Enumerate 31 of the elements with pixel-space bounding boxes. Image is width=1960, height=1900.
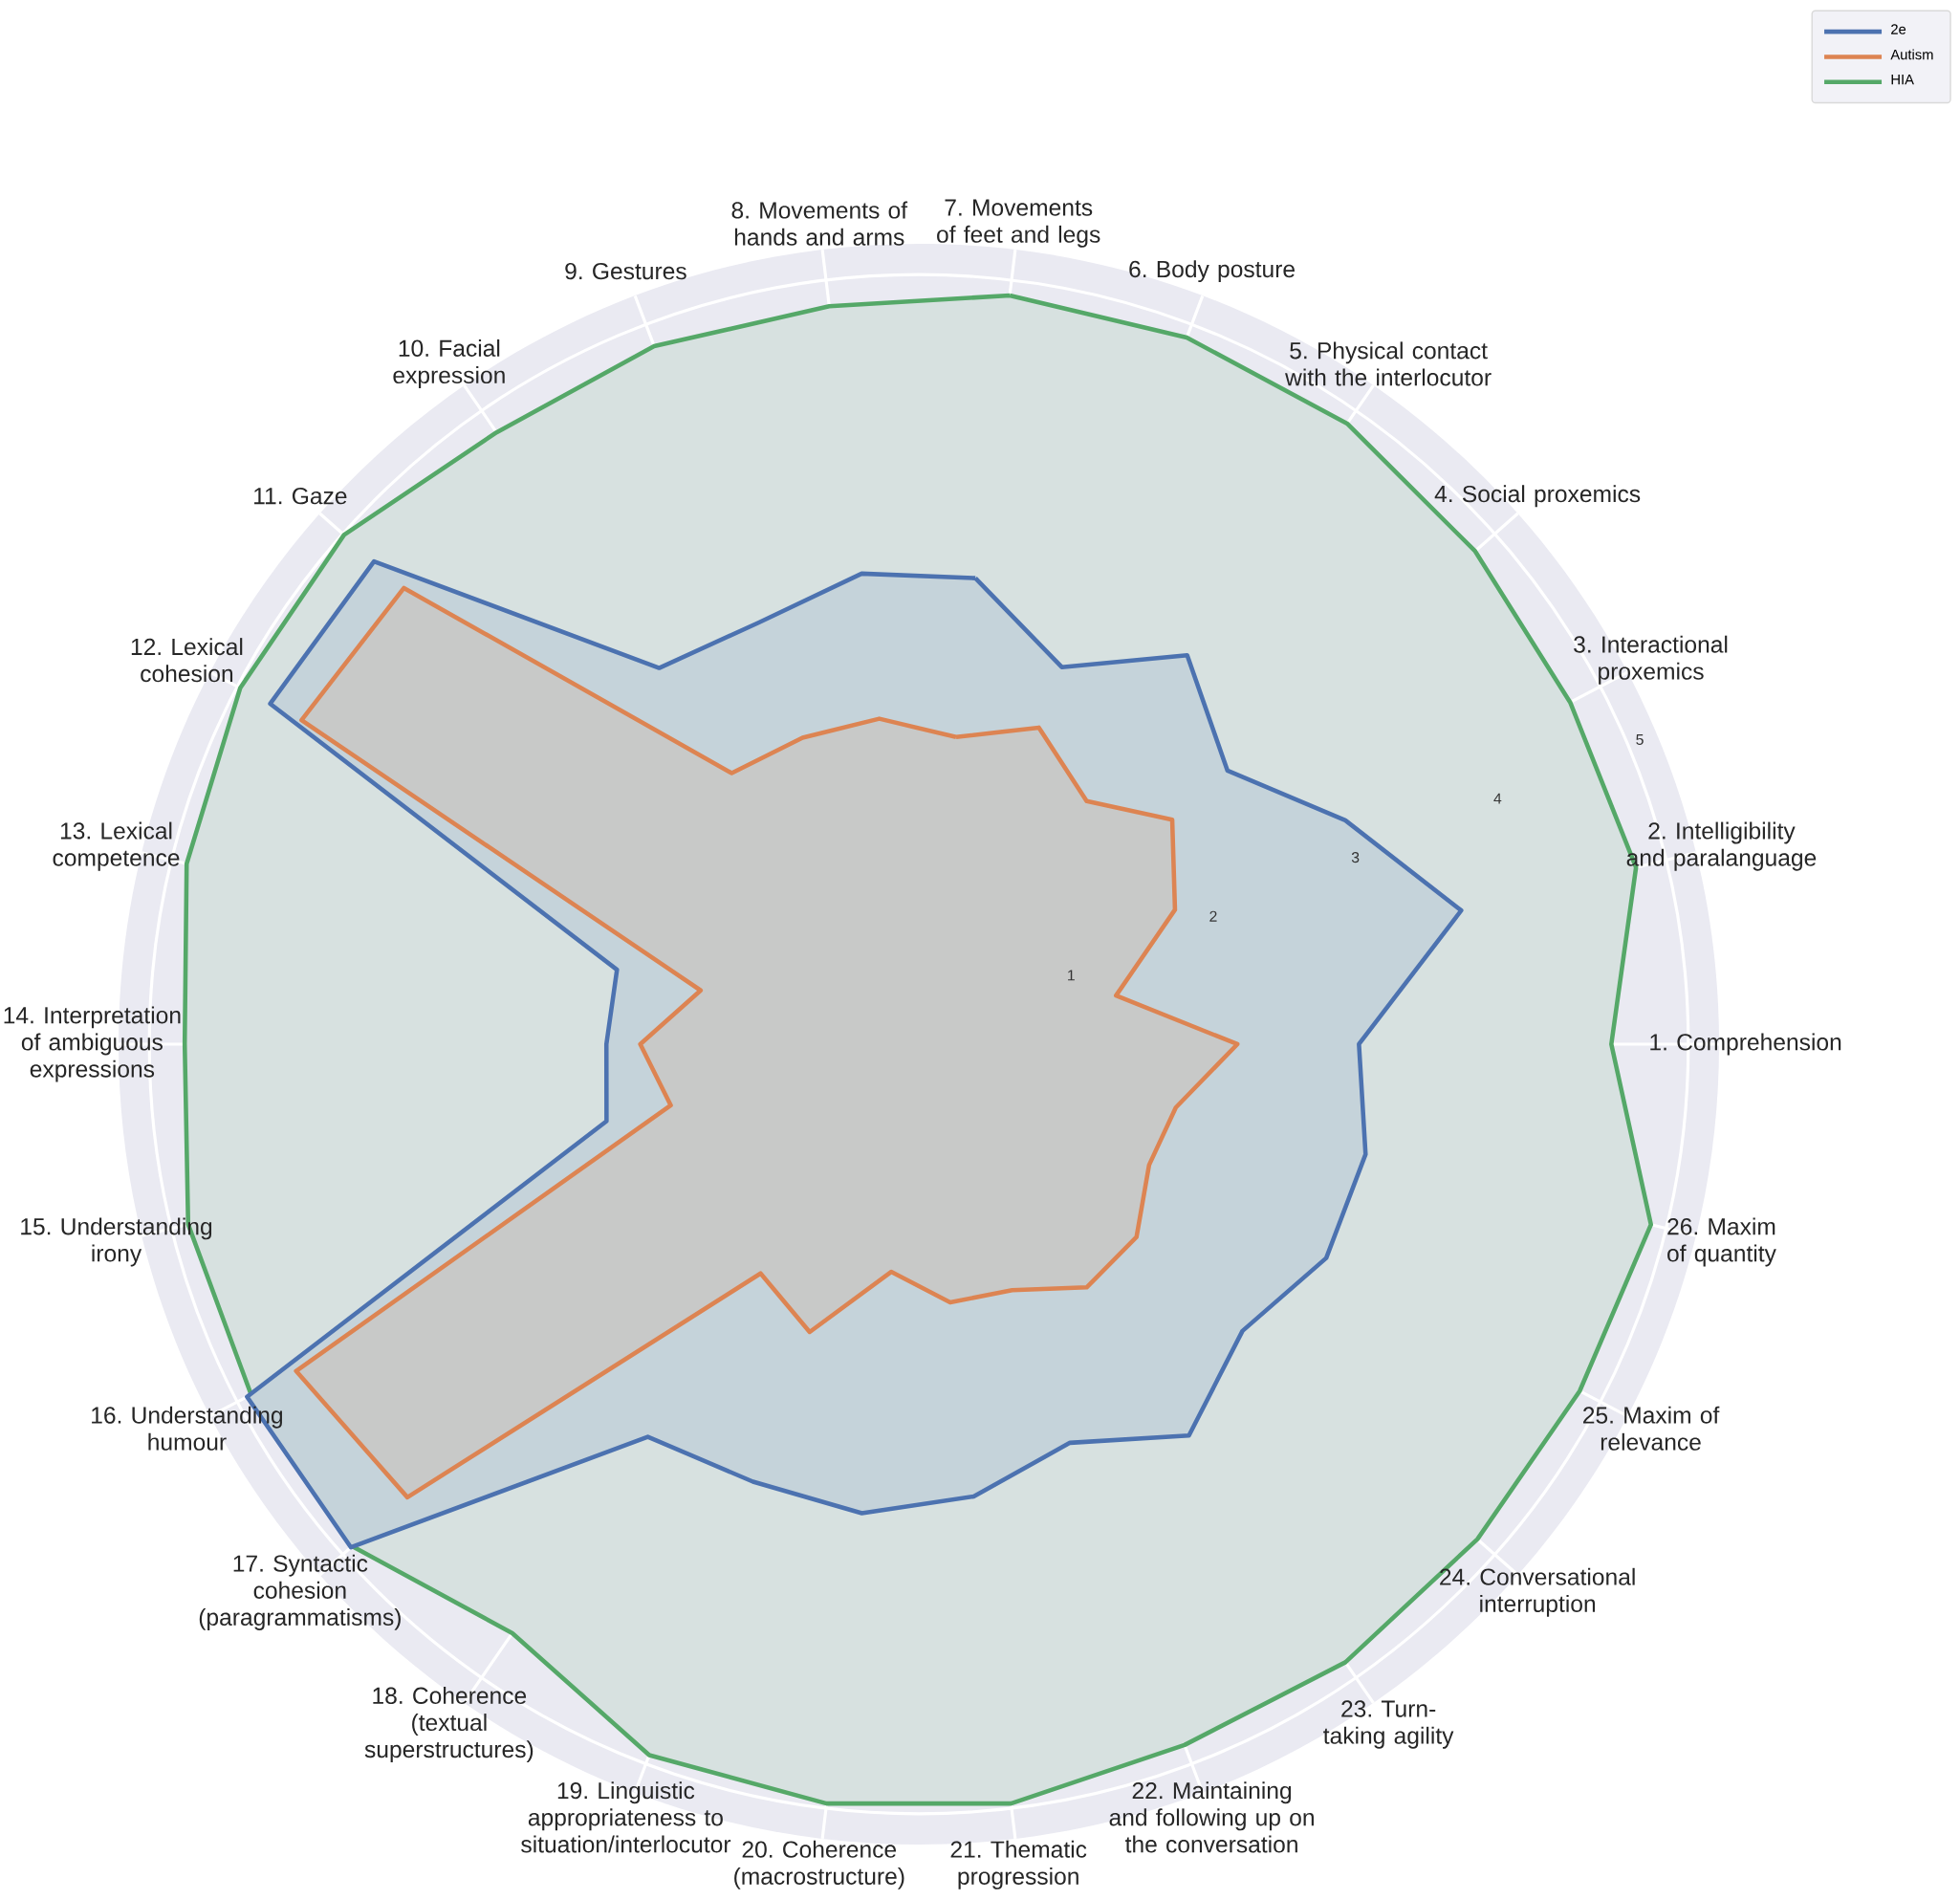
spoke-label: 20. Coherence (macrostructure) — [734, 1840, 904, 1889]
legend-label: HIA — [1891, 74, 1914, 85]
spoke-label: 10. Facial expression — [393, 339, 505, 388]
legend-label: Autism — [1890, 49, 1933, 60]
spoke-label: 12. Lexical cohesion — [131, 638, 243, 683]
y-tick-label: 3 — [1351, 852, 1360, 863]
spoke-label: 21. Thematic progression — [950, 1840, 1087, 1889]
spoke-label: 13. Lexical competence — [53, 821, 180, 871]
spoke-label: 11. Gaze — [254, 487, 347, 505]
spoke-label: 25. Maxim of relevance — [1583, 1406, 1720, 1451]
spoke-label: 1. Comprehension — [1650, 1033, 1841, 1056]
spoke-label: 14. Interpretation of ambiguous expressions — [4, 1006, 181, 1082]
spoke-label: 26. Maxim of quantity — [1667, 1217, 1776, 1267]
spoke-label: 24. Conversational interruption — [1440, 1567, 1635, 1617]
spoke-label: 6. Body posture — [1129, 260, 1295, 283]
spoke-label: 7. Movements of feet and legs — [937, 199, 1100, 248]
spoke-label: 5. Physical contact with the interlocutor — [1285, 341, 1492, 386]
spoke-label: 9. Gestures — [565, 262, 686, 280]
y-tick-label: 1 — [1068, 970, 1075, 981]
spoke-label: 18. Coherence (textual superstructures) — [364, 1686, 534, 1763]
legend-label: 2e — [1891, 24, 1906, 34]
y-tick-label: 5 — [1636, 733, 1644, 745]
spoke-label: 4. Social proxemics — [1434, 485, 1641, 508]
spoke-label: 3. Interactional proxemics — [1574, 635, 1728, 685]
spoke-label: 8. Movements of hands and arms — [731, 201, 908, 246]
spoke-label: 19. Linguistic appropriateness to situation/interlocutor — [521, 1781, 731, 1853]
spoke-label: 23. Turn-taking agility — [1323, 1700, 1454, 1749]
y-tick-label: 4 — [1493, 793, 1502, 804]
y-tick-label: 2 — [1209, 910, 1217, 922]
spoke-label: 22. Maintaining and following up on the conversation — [1109, 1781, 1314, 1853]
spoke-label: 17. Syntactic cohesion (paragrammatisms) — [199, 1554, 401, 1630]
